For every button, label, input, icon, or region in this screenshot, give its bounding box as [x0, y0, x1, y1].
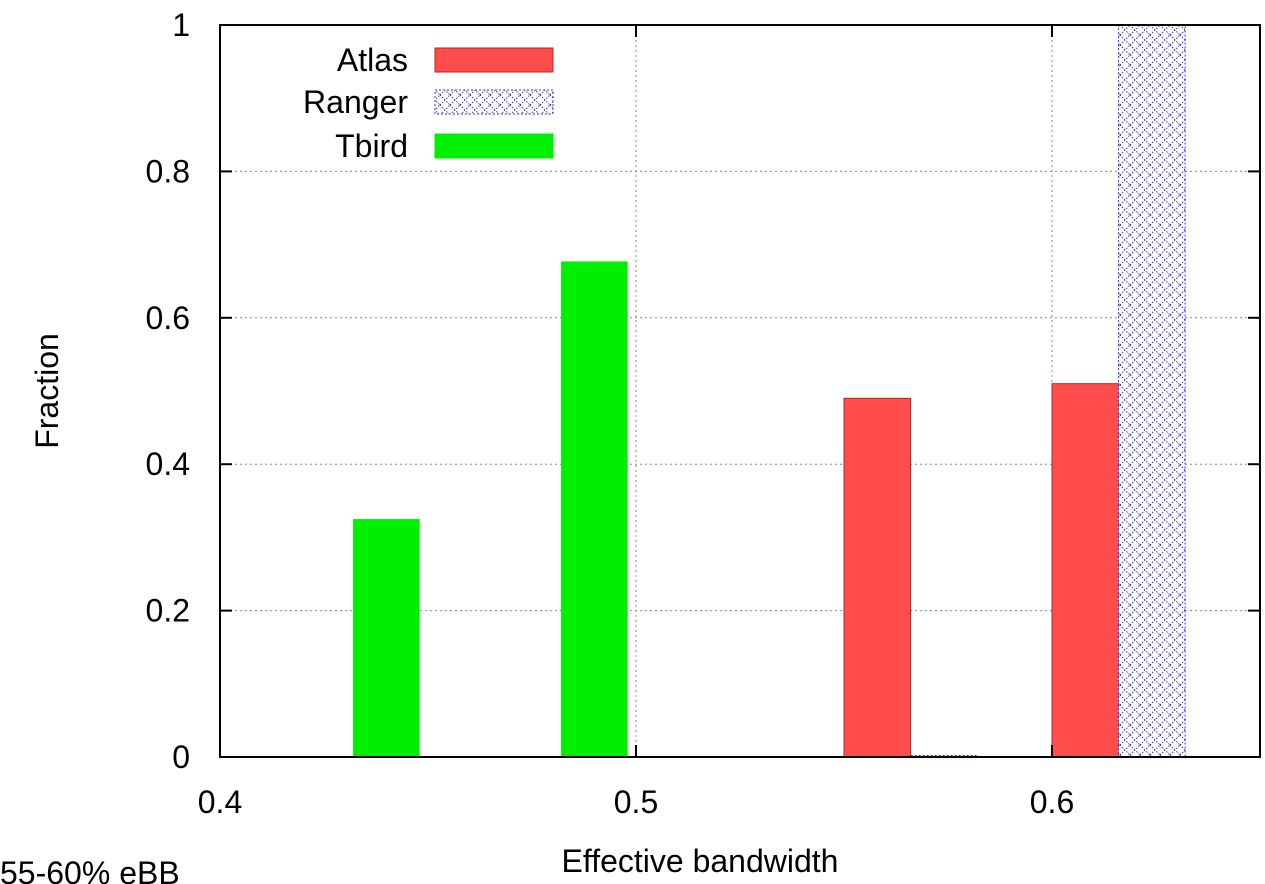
- legend: Atlas Ranger Tbird: [303, 42, 554, 164]
- x-axis-title: Effective bandwidth: [562, 843, 839, 879]
- ticks: [219, 24, 1260, 758]
- legend-swatch-ranger: [434, 89, 554, 115]
- y-tick-label: 0: [172, 739, 190, 775]
- y-tick-label: 1: [172, 7, 190, 43]
- tick-labels: 0 0.2 0.4 0.6 0.8 1 0.4 0.5 0.6: [146, 7, 1075, 820]
- x-tick-label: 0.4: [198, 784, 242, 820]
- plot-frame: [219, 24, 1261, 758]
- bar-atlas: [843, 397, 912, 758]
- bar-tbird: [561, 261, 628, 757]
- y-tick-label: 0.2: [146, 593, 190, 629]
- legend-label-tbird: Tbird: [335, 128, 408, 164]
- y-tick-label: 0.8: [146, 153, 190, 189]
- y-tick-label: 0.4: [146, 446, 190, 482]
- legend-label-ranger: Ranger: [303, 84, 408, 120]
- legend-swatch-tbird: [434, 133, 554, 159]
- y-axis-title: Fraction: [29, 333, 65, 449]
- x-tick-label: 0.5: [614, 784, 658, 820]
- legend-label-atlas: Atlas: [337, 42, 408, 78]
- bars: [353, 24, 1186, 758]
- bar-ranger: [1118, 24, 1186, 758]
- bar-tbird: [353, 519, 420, 757]
- x-tick-label: 0.6: [1030, 784, 1074, 820]
- bar-atlas: [1051, 383, 1120, 758]
- caption-text: 55-60% eBB: [0, 855, 180, 884]
- legend-swatch-atlas: [434, 47, 554, 73]
- y-tick-label: 0.6: [146, 300, 190, 336]
